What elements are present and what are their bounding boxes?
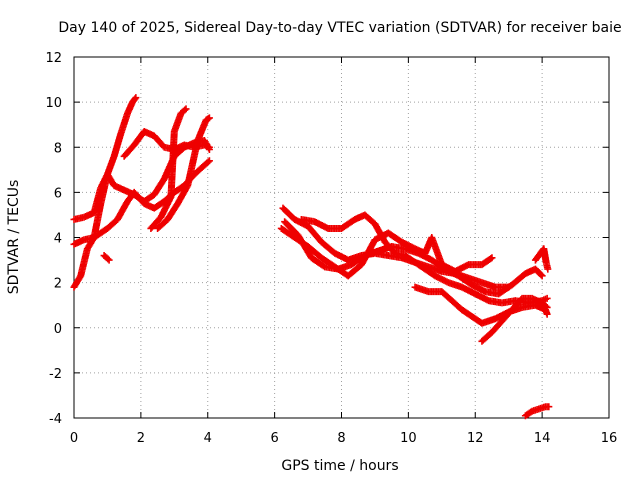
data-point: [538, 272, 546, 280]
y-axis-label: SDTVAR / TECUs: [6, 180, 22, 295]
data-point: [487, 255, 495, 263]
y-tick-label: -4: [49, 412, 62, 427]
data-point: [105, 256, 113, 264]
series-sat-g: [100, 252, 113, 264]
data-point: [104, 255, 112, 263]
series-sat-e: [147, 105, 190, 232]
data-point: [181, 106, 189, 114]
grid-lines: [74, 57, 609, 418]
data-point: [131, 95, 139, 103]
series-sat-n: [531, 245, 552, 273]
x-tick-label: 0: [70, 431, 78, 446]
x-tick-label: 14: [534, 431, 551, 446]
data-point: [204, 158, 212, 166]
y-tick-label: 10: [45, 96, 62, 111]
data-point: [132, 94, 140, 102]
data-point: [543, 303, 551, 311]
series-sat-l: [411, 283, 551, 327]
data-point: [543, 294, 551, 302]
series-sat-f: [154, 114, 213, 232]
x-tick-label: 6: [270, 431, 278, 446]
series-sat-j: [277, 224, 496, 280]
y-tick-label: 6: [54, 186, 62, 201]
x-tick-label: 10: [400, 431, 417, 446]
series-sat-o: [521, 403, 553, 420]
data-point: [488, 254, 496, 262]
y-tick-label: 12: [45, 51, 62, 66]
data-point: [544, 265, 552, 273]
chart-title: Day 140 of 2025, Sidereal Day-to-day VTE…: [58, 20, 621, 36]
y-tick-label: 2: [54, 277, 62, 292]
x-tick-label: 2: [137, 431, 145, 446]
data-point: [537, 271, 545, 279]
plot-frame: [73, 56, 610, 419]
x-tick-label: 8: [337, 431, 345, 446]
data-point: [543, 310, 551, 318]
axis-ticks: 0 2 4 6 8 10 12 14 16 -4 -2 0 2 4 6 8 10 12: [45, 51, 617, 446]
y-tick-label: -2: [49, 367, 62, 382]
y-tick-label: 0: [54, 322, 62, 337]
data-point: [205, 114, 213, 122]
data-points: [70, 94, 553, 420]
data-point: [205, 157, 213, 165]
x-tick-label: 12: [467, 431, 484, 446]
data-point: [545, 403, 553, 411]
x-tick-label: 4: [204, 431, 212, 446]
x-axis-label: GPS time / hours: [281, 458, 398, 474]
y-tick-label: 8: [54, 141, 62, 156]
data-point: [182, 105, 190, 113]
x-tick-label: 16: [601, 431, 618, 446]
data-point: [205, 143, 213, 151]
data-point: [542, 302, 550, 310]
series-sat-m: [478, 294, 551, 345]
y-tick-label: 4: [54, 232, 62, 247]
